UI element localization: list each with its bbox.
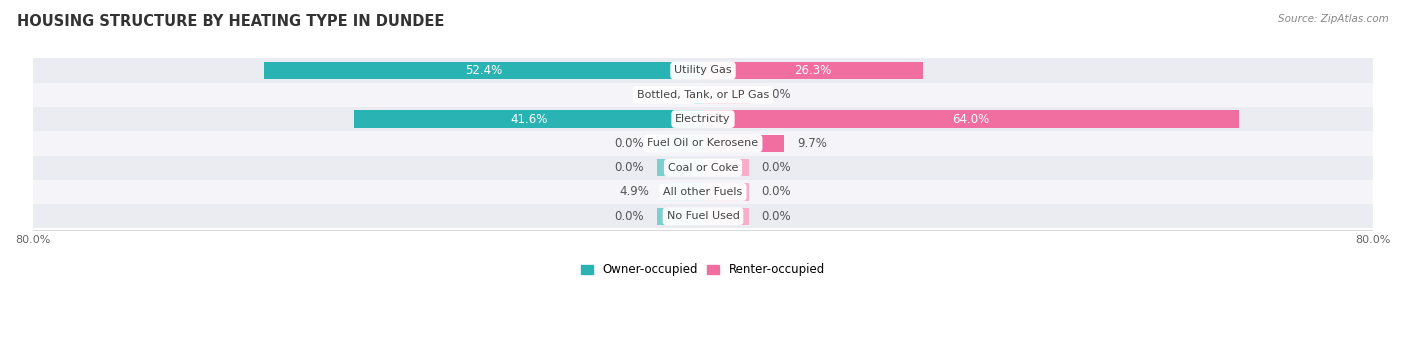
Text: All other Fuels: All other Fuels	[664, 187, 742, 197]
Text: Electricity: Electricity	[675, 114, 731, 124]
Bar	[703, 208, 749, 225]
Bar	[32, 58, 1374, 83]
Bar	[662, 183, 703, 201]
Bar	[32, 155, 1374, 180]
Text: Bottled, Tank, or LP Gas: Bottled, Tank, or LP Gas	[637, 90, 769, 100]
Text: 0.0%: 0.0%	[614, 161, 644, 174]
Bar	[657, 135, 703, 152]
Bar	[264, 62, 703, 79]
Bar	[703, 183, 749, 201]
Text: Utility Gas: Utility Gas	[675, 65, 731, 75]
Text: 64.0%: 64.0%	[952, 113, 990, 125]
Bar	[657, 208, 703, 225]
Bar	[703, 135, 785, 152]
Text: 41.6%: 41.6%	[510, 113, 547, 125]
Text: 9.7%: 9.7%	[797, 137, 827, 150]
Text: 0.0%: 0.0%	[762, 88, 792, 101]
Bar	[32, 180, 1374, 204]
Bar	[354, 110, 703, 128]
Bar	[32, 204, 1374, 228]
Text: 0.0%: 0.0%	[614, 137, 644, 150]
Text: HOUSING STRUCTURE BY HEATING TYPE IN DUNDEE: HOUSING STRUCTURE BY HEATING TYPE IN DUN…	[17, 14, 444, 29]
Text: Coal or Coke: Coal or Coke	[668, 163, 738, 173]
Bar	[657, 159, 703, 176]
Text: 0.0%: 0.0%	[762, 210, 792, 223]
Bar	[32, 131, 1374, 155]
Bar	[703, 86, 749, 104]
Bar	[703, 62, 924, 79]
Legend: Owner-occupied, Renter-occupied: Owner-occupied, Renter-occupied	[576, 258, 830, 281]
Text: 0.0%: 0.0%	[614, 210, 644, 223]
Text: Fuel Oil or Kerosene: Fuel Oil or Kerosene	[647, 138, 759, 148]
Bar	[693, 86, 703, 104]
Text: 4.9%: 4.9%	[620, 186, 650, 198]
Bar	[32, 83, 1374, 107]
Text: 26.3%: 26.3%	[794, 64, 832, 77]
Bar	[32, 107, 1374, 131]
Bar	[703, 110, 1239, 128]
Text: 52.4%: 52.4%	[465, 64, 502, 77]
Bar	[703, 159, 749, 176]
Text: 1.1%: 1.1%	[651, 88, 682, 101]
Text: 0.0%: 0.0%	[762, 161, 792, 174]
Text: 0.0%: 0.0%	[762, 186, 792, 198]
Text: Source: ZipAtlas.com: Source: ZipAtlas.com	[1278, 14, 1389, 24]
Text: No Fuel Used: No Fuel Used	[666, 211, 740, 221]
